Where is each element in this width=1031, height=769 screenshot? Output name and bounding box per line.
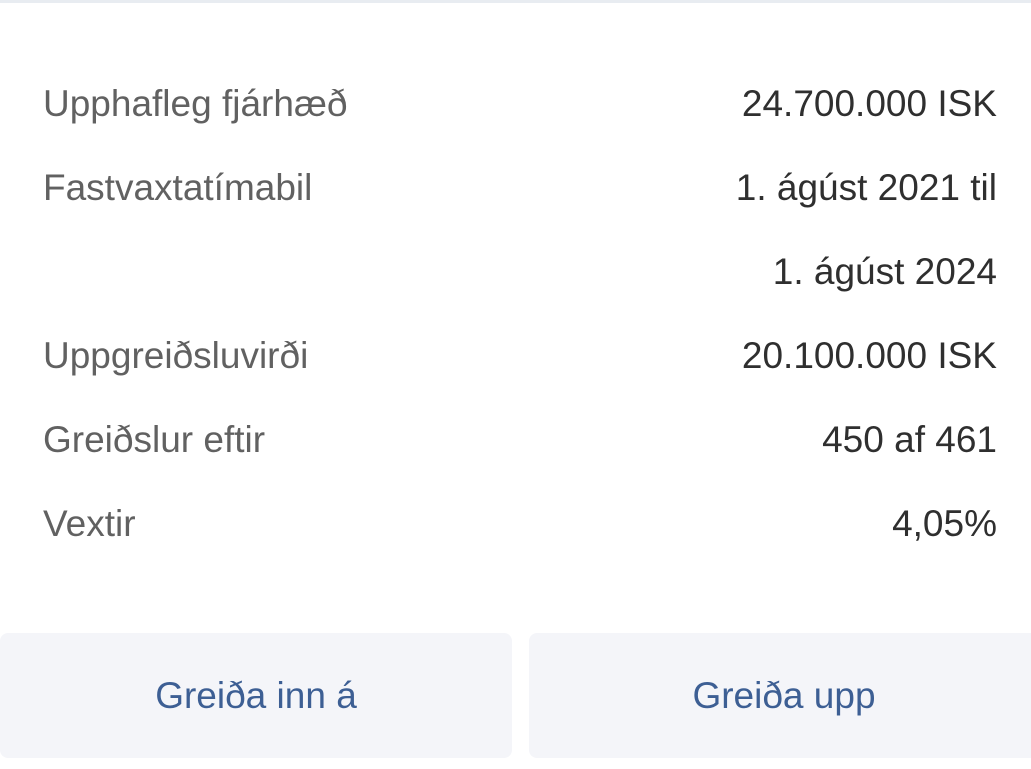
detail-label: Greiðslur eftir [43, 419, 266, 460]
detail-label: Uppgreiðsluvirði [43, 335, 309, 376]
detail-value: 20.100.000 ISK [741, 335, 997, 376]
detail-label: Upphafleg fjárhæð [43, 83, 348, 124]
detail-value: 24.700.000 ISK [741, 83, 997, 124]
detail-row-payments-remaining: Greiðslur eftir 450 af 461 [43, 398, 997, 482]
top-divider [0, 0, 1031, 3]
detail-label: Fastvaxtatímabil [43, 167, 313, 208]
detail-value: 4,05% [892, 503, 997, 544]
loan-details-list: Upphafleg fjárhæð 24.700.000 ISK Fastvax… [43, 62, 997, 566]
pay-in-button[interactable]: Greiða inn á [0, 633, 512, 758]
detail-row-fixed-rate-period-end: 1. ágúst 2024 [43, 230, 997, 314]
detail-row-interest: Vextir 4,05% [43, 482, 997, 566]
pay-off-button[interactable]: Greiða upp [529, 633, 1031, 758]
detail-row-payoff-value: Uppgreiðsluvirði 20.100.000 ISK [43, 314, 997, 398]
detail-value: 1. ágúst 2024 [772, 251, 997, 292]
detail-value: 1. ágúst 2021 til [735, 167, 997, 208]
detail-value: 450 af 461 [822, 419, 997, 460]
detail-row-original-amount: Upphafleg fjárhæð 24.700.000 ISK [43, 62, 997, 146]
detail-label: Vextir [43, 503, 136, 544]
detail-row-fixed-rate-period: Fastvaxtatímabil 1. ágúst 2021 til [43, 146, 997, 230]
